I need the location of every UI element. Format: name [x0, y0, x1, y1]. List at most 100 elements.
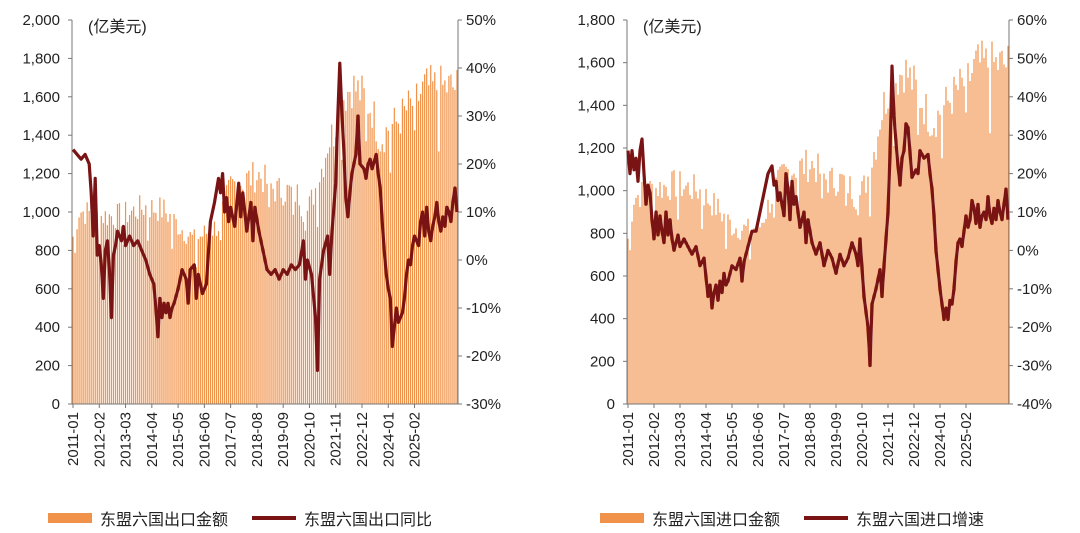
export-y-left-tick: 400 — [35, 319, 60, 336]
import-bar — [825, 179, 827, 404]
import-bar — [873, 151, 875, 404]
export-bar — [407, 90, 410, 404]
import-bar — [629, 250, 631, 404]
import-x-tick: 2015-05 — [724, 412, 741, 467]
export-bar — [379, 151, 381, 404]
export-bar — [389, 172, 391, 404]
import-bar — [987, 67, 989, 404]
export-bar — [82, 211, 84, 404]
import-bar — [737, 238, 739, 404]
import-bar — [675, 196, 677, 404]
import-y-left-tick: 0 — [607, 396, 615, 413]
export-bar — [217, 231, 220, 404]
import-bar — [847, 193, 849, 404]
import-y-left-tick: 1,200 — [577, 140, 615, 157]
import-x-tick: 2016-06 — [750, 412, 767, 467]
import-bar — [865, 192, 867, 404]
import-bar — [725, 248, 727, 404]
export-bar — [126, 222, 129, 404]
chart-import: 0 200 400 600 800 1,000 1,200 1,400 1,600 1,800 -4… — [548, 0, 1080, 533]
export-x-tick: 2018-08 — [249, 412, 266, 467]
import-x-tick: 2011-01 — [620, 412, 637, 466]
import-bar — [811, 160, 813, 404]
import-bar — [1005, 67, 1007, 405]
import-bar — [945, 86, 947, 404]
import-bar — [983, 58, 985, 404]
import-y-left-tick: 600 — [590, 268, 615, 285]
legend-export: 东盟六国出口金额 东盟六国出口同比 — [48, 506, 456, 530]
export-x-tick: 2015-05 — [170, 412, 187, 467]
export-bar — [405, 110, 408, 404]
export-bar — [139, 195, 141, 404]
import-bar — [631, 221, 633, 404]
export-bar — [345, 110, 347, 404]
export-y-left-tick: 1,400 — [22, 127, 60, 144]
export-bar — [306, 210, 309, 404]
import-bar — [867, 176, 869, 404]
import-y-right-tick: 30% — [1017, 127, 1047, 144]
export-x-tick: 2024-01 — [380, 412, 397, 467]
export-bar — [137, 218, 139, 404]
import-bar — [775, 177, 777, 404]
export-bar — [118, 203, 121, 404]
legend-item-export-value: 东盟六国出口金额 — [48, 506, 228, 530]
import-bar — [805, 149, 807, 404]
import-bar — [699, 189, 701, 404]
export-bar — [236, 197, 238, 404]
import-y-left-tick: 200 — [590, 353, 615, 370]
import-bar — [673, 170, 675, 404]
import-y-left-tick: 800 — [590, 225, 615, 242]
export-y-left-tick: 2,000 — [22, 12, 60, 29]
import-bar — [837, 191, 839, 404]
export-bar — [454, 89, 456, 404]
import-bar — [799, 160, 801, 404]
import-bar — [681, 195, 683, 404]
export-y-right-tick: -20% — [466, 348, 501, 365]
export-bar — [300, 216, 302, 404]
import-bar — [771, 203, 773, 404]
export-y-right-tick: 20% — [466, 156, 496, 173]
import-bar — [735, 228, 737, 404]
export-bar — [92, 220, 94, 404]
export-bar — [377, 149, 379, 404]
import-bar — [901, 75, 903, 404]
export-bar — [270, 183, 272, 404]
import-bar — [785, 166, 787, 404]
import-bar — [897, 94, 899, 405]
import-bar — [889, 112, 891, 405]
import-x-tick: 2018-08 — [802, 412, 819, 467]
import-bar — [827, 192, 829, 404]
export-bars — [72, 65, 458, 405]
export-x-tick: 2016-06 — [196, 412, 213, 467]
export-bar — [359, 100, 361, 404]
export-bar — [242, 189, 244, 404]
export-bar — [244, 216, 246, 404]
export-bar — [333, 146, 335, 404]
legend-label-import-value: 东盟六国进口金额 — [652, 512, 781, 529]
export-bar — [193, 229, 195, 404]
export-bar — [74, 252, 76, 404]
import-x-tick: 2019-09 — [828, 412, 845, 467]
import-bar — [731, 235, 733, 404]
import-x-tick: 2017-07 — [776, 412, 793, 467]
import-bar — [635, 197, 637, 404]
import-bar — [659, 182, 661, 404]
import-bar — [645, 194, 647, 404]
export-bar — [450, 74, 452, 405]
export-bar — [203, 225, 205, 404]
chart-import-svg: 0 200 400 600 800 1,000 1,200 1,400 1,600 1,800 -4… — [577, 12, 1052, 467]
import-bar — [947, 100, 949, 405]
export-bar — [104, 211, 106, 404]
import-bar — [669, 199, 671, 404]
import-bar — [795, 177, 797, 404]
export-bar — [114, 228, 117, 404]
import-bar — [743, 224, 745, 404]
import-bar — [747, 218, 749, 404]
export-bar — [339, 101, 341, 404]
import-bar — [813, 168, 815, 404]
import-bar — [835, 195, 837, 404]
import-bar — [797, 206, 799, 404]
import-x-tick: 2020-10 — [854, 412, 871, 467]
legend-swatch-bar — [600, 513, 644, 523]
import-bar — [985, 48, 987, 405]
